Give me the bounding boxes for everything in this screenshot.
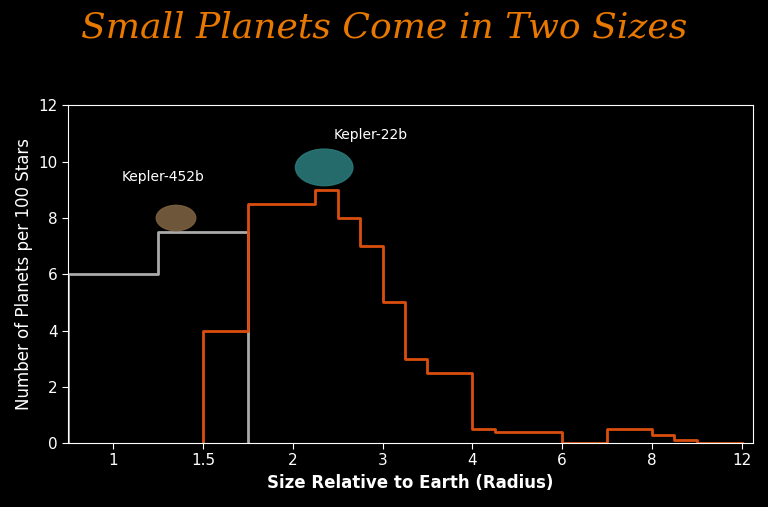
Text: Kepler-452b: Kepler-452b xyxy=(122,170,205,185)
Ellipse shape xyxy=(156,205,196,231)
Text: Kepler-22b: Kepler-22b xyxy=(333,128,407,142)
Ellipse shape xyxy=(296,149,353,186)
Y-axis label: Number of Planets per 100 Stars: Number of Planets per 100 Stars xyxy=(15,138,33,410)
Text: Small Planets Come in Two Sizes: Small Planets Come in Two Sizes xyxy=(81,10,687,44)
X-axis label: Size Relative to Earth (Radius): Size Relative to Earth (Radius) xyxy=(267,474,554,492)
